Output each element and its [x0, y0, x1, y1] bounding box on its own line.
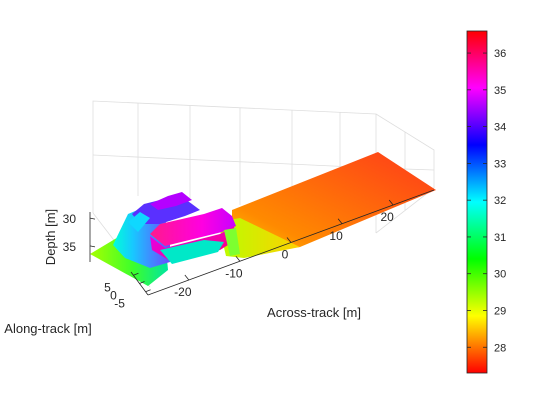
grid-line — [375, 187, 435, 234]
y-tick-mark — [133, 272, 139, 276]
mound-crest-highlight — [150, 192, 192, 210]
colorbar: 28 29 30 31 32 33 34 35 36 — [466, 30, 506, 374]
trench-floor — [160, 240, 224, 264]
mound-crest-edge — [128, 212, 150, 232]
z-tick-mark — [89, 245, 96, 248]
x-tick-mark — [184, 274, 190, 281]
z-tick-label: 35 — [63, 240, 77, 254]
slope-face — [224, 228, 240, 256]
colorbar-tick-label: 29 — [494, 305, 506, 317]
colorbar-tick-label: 34 — [494, 122, 506, 134]
y-tick-label: 0 — [110, 289, 117, 303]
x-tick-label: 10 — [329, 229, 343, 243]
z-axis-label: Depth [m] — [43, 209, 58, 265]
x-tick-mark — [337, 218, 343, 224]
y-axis-label: Along-track [m] — [4, 321, 91, 336]
x-axis-label: Across-track [m] — [267, 305, 361, 320]
x-tick-label: 20 — [380, 210, 394, 224]
y-tick-mark — [139, 281, 145, 284]
colorbar-tick-label: 32 — [494, 195, 506, 207]
colorbar-tick-label: 31 — [494, 232, 506, 244]
flat-seabed-surface — [232, 152, 436, 256]
colorbar-tick-label: 30 — [494, 269, 506, 281]
x-tick-label: -20 — [174, 285, 192, 299]
colorbar-ticks: 28 29 30 31 32 33 34 35 36 — [467, 48, 506, 354]
bathymetry-surface — [90, 152, 436, 286]
x-tick-label: -10 — [225, 266, 243, 280]
y-tick-label: -5 — [114, 297, 125, 311]
y-tick-mark — [145, 289, 151, 293]
colorbar-tick-label: 36 — [494, 48, 506, 60]
colorbar-tick-label: 28 — [494, 342, 506, 354]
y-tick-label: 5 — [104, 280, 111, 294]
z-tick-label: 30 — [63, 212, 77, 226]
colorbar-tick-label: 35 — [494, 85, 506, 97]
colorbar-tick-label: 33 — [494, 158, 506, 170]
x-tick-mark — [286, 237, 292, 243]
x-tick-label: 0 — [282, 248, 289, 262]
side-wall-frame — [375, 113, 435, 188]
x-tick-mark — [235, 256, 241, 262]
z-tick-mark — [89, 217, 96, 220]
colorbar-bar — [466, 30, 488, 374]
x-tick-mark — [388, 199, 394, 206]
grid-line — [92, 154, 377, 169]
ridge-top — [150, 208, 236, 246]
